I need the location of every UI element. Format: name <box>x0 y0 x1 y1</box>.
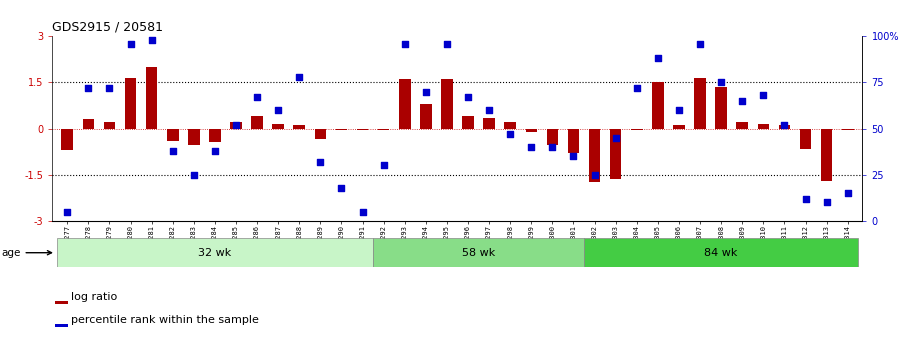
Bar <box>737 122 748 128</box>
Bar <box>653 82 663 128</box>
Point <box>440 41 454 46</box>
Text: log ratio: log ratio <box>71 292 117 302</box>
Text: 84 wk: 84 wk <box>704 248 738 258</box>
Point <box>524 144 538 150</box>
Point <box>60 209 74 214</box>
Point <box>693 41 708 46</box>
Bar <box>715 87 727 128</box>
Point <box>250 95 264 100</box>
Point <box>735 98 749 104</box>
Bar <box>842 128 853 130</box>
Point <box>419 89 433 94</box>
Bar <box>125 78 137 128</box>
Bar <box>694 78 706 128</box>
Bar <box>399 79 411 128</box>
Point <box>376 163 391 168</box>
Point <box>123 41 138 46</box>
Bar <box>188 128 200 146</box>
Text: 32 wk: 32 wk <box>198 248 232 258</box>
Point <box>313 159 328 165</box>
Bar <box>610 128 622 179</box>
Bar <box>272 124 284 128</box>
Point <box>608 135 623 140</box>
Point <box>503 131 518 137</box>
Text: GDS2915 / 20581: GDS2915 / 20581 <box>52 21 164 34</box>
Point <box>461 95 475 100</box>
Point <box>166 148 180 154</box>
Bar <box>673 126 685 128</box>
Bar <box>483 118 495 128</box>
Bar <box>462 116 474 128</box>
Text: 58 wk: 58 wk <box>462 248 495 258</box>
Bar <box>62 128 73 150</box>
Bar <box>631 128 643 130</box>
Point <box>841 190 855 196</box>
Text: percentile rank within the sample: percentile rank within the sample <box>71 315 259 325</box>
Bar <box>104 122 115 128</box>
Bar <box>441 79 452 128</box>
Point <box>630 85 644 91</box>
Point <box>651 56 665 61</box>
Bar <box>252 116 262 128</box>
Bar <box>567 128 579 153</box>
Bar <box>336 128 348 130</box>
Bar <box>230 122 242 128</box>
Point <box>587 172 602 177</box>
Point <box>102 85 117 91</box>
Point <box>271 107 285 113</box>
Point <box>819 199 834 205</box>
Bar <box>504 122 516 128</box>
Bar <box>315 128 326 139</box>
Bar <box>82 119 94 128</box>
Point <box>356 209 370 214</box>
Point <box>545 144 559 150</box>
Bar <box>357 128 368 130</box>
Point <box>397 41 412 46</box>
Bar <box>800 128 811 148</box>
Point <box>672 107 686 113</box>
Bar <box>547 128 558 146</box>
Bar <box>167 128 178 141</box>
Point <box>145 37 159 43</box>
Point <box>207 148 222 154</box>
Text: age: age <box>1 248 52 258</box>
Bar <box>526 128 537 131</box>
Bar <box>54 324 68 327</box>
Bar <box>589 128 600 183</box>
Bar <box>420 104 432 128</box>
Bar <box>373 238 584 267</box>
Bar <box>757 124 769 128</box>
Bar <box>209 128 221 142</box>
Point <box>777 122 792 128</box>
Bar <box>778 126 790 128</box>
Point <box>229 122 243 128</box>
Bar <box>584 238 858 267</box>
Bar <box>293 126 305 128</box>
Point <box>481 107 496 113</box>
Point <box>292 74 307 80</box>
Bar <box>57 238 373 267</box>
Point <box>798 196 813 201</box>
Bar <box>378 128 389 130</box>
Point <box>334 185 348 190</box>
Point <box>567 154 581 159</box>
Point <box>186 172 201 177</box>
Point <box>714 80 729 85</box>
Bar <box>146 67 157 128</box>
Bar <box>54 300 68 304</box>
Point <box>81 85 96 91</box>
Bar <box>821 128 833 181</box>
Point <box>756 92 770 98</box>
